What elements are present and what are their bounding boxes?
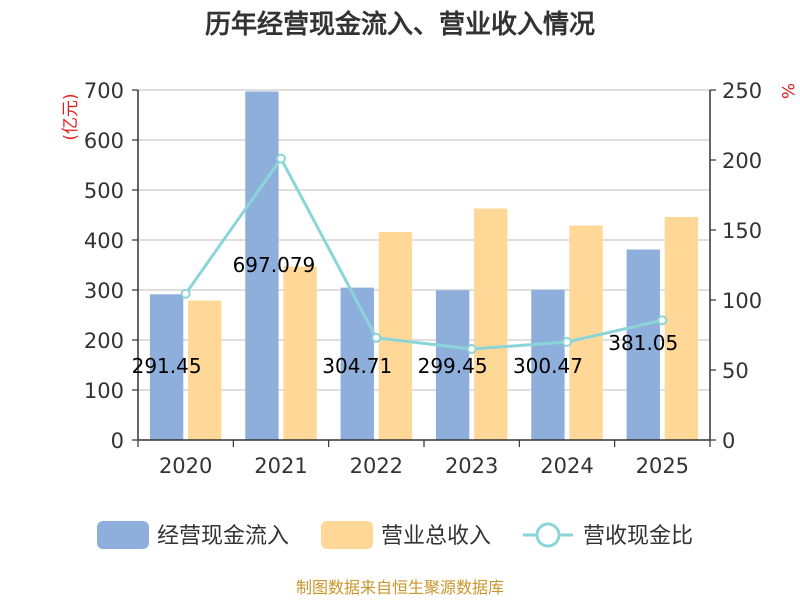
data-label-cash-inflow: 381.05	[608, 331, 678, 355]
ticks-group: 0 100 200 300 400 500 600 700 0 50 100 150 200 250 202…	[84, 79, 762, 478]
ratio-point	[562, 337, 572, 347]
x-tick-label: 2021	[254, 454, 307, 478]
legend-label-cash-inflow: 经营现金流入	[157, 524, 289, 549]
legend-label-revenue: 营业总收入	[381, 524, 491, 549]
left-tick-label: 600	[84, 129, 124, 153]
right-tick-label: 50	[722, 359, 749, 383]
right-tick-label: 0	[722, 429, 735, 453]
bar-revenue	[569, 225, 603, 440]
chart-title: 历年经营现金流入、营业收入情况	[205, 9, 595, 40]
legend: 经营现金流入 营业总收入 营收现金比	[97, 521, 693, 549]
source-note: 制图数据来自恒生聚源数据库	[296, 578, 504, 597]
ratio-point	[371, 332, 382, 343]
bar-cash-inflow	[531, 289, 565, 440]
right-tick-label: 250	[722, 79, 762, 103]
axes-group	[132, 89, 716, 447]
left-tick-label: 0	[111, 429, 124, 453]
data-label-cash-inflow: 299.45	[418, 354, 488, 378]
bar-revenue	[283, 266, 317, 440]
legend-swatch-cash-inflow	[97, 521, 149, 549]
ratio-line	[184, 155, 663, 351]
ratio-point	[180, 288, 191, 299]
data-label-cash-inflow: 300.47	[513, 354, 583, 378]
left-axis-unit: (亿元)	[61, 93, 81, 140]
x-tick-label: 2023	[445, 454, 498, 478]
bar-cash-inflow	[149, 294, 184, 440]
left-tick-label: 400	[84, 229, 124, 253]
left-tick-label: 200	[84, 329, 124, 353]
bar-revenue	[474, 208, 508, 440]
data-labels-group: 291.45 697.079 304.71 299.45 300.47 381.05	[132, 253, 679, 378]
data-label-cash-inflow: 304.71	[322, 354, 392, 378]
right-tick-label: 200	[722, 149, 762, 173]
x-tick-label: 2020	[159, 454, 212, 478]
bar-cash-inflow	[626, 249, 660, 440]
bar-revenue	[378, 232, 413, 440]
legend-marker-ratio	[535, 522, 561, 548]
legend-label-ratio: 营收现金比	[583, 524, 693, 549]
legend-swatch-revenue	[321, 521, 373, 549]
bar-cash-inflow	[340, 287, 374, 440]
ratio-point	[657, 315, 668, 326]
left-tick-label: 300	[84, 279, 124, 303]
ratio-point	[466, 344, 477, 354]
x-tick-label: 2025	[636, 454, 689, 478]
bars-group	[149, 91, 699, 440]
bar-cash-inflow	[435, 290, 470, 440]
bar-cash-inflow	[245, 91, 279, 440]
x-tick-label: 2022	[350, 454, 403, 478]
x-tick-label: 2024	[540, 454, 593, 478]
bar-revenue	[188, 300, 222, 440]
ratio-line-group	[180, 153, 668, 354]
left-tick-label: 700	[84, 79, 124, 103]
left-tick-label: 100	[84, 379, 124, 403]
data-label-cash-inflow: 697.079	[233, 253, 316, 277]
ratio-point	[276, 153, 286, 164]
gridlines	[138, 89, 710, 391]
data-label-cash-inflow: 291.45	[132, 354, 202, 378]
bar-revenue	[664, 217, 699, 440]
right-tick-label: 100	[722, 289, 762, 313]
right-tick-label: 150	[722, 219, 762, 243]
right-axis-unit: %	[777, 83, 797, 99]
left-tick-label: 500	[84, 179, 124, 203]
